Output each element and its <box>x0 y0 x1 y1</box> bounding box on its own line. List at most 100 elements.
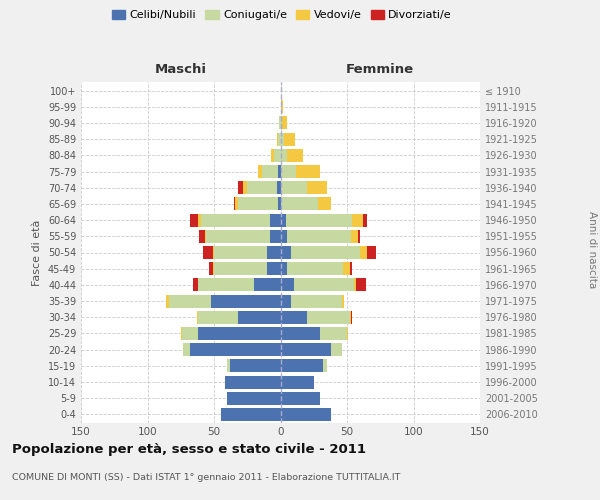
Bar <box>212 246 214 259</box>
Bar <box>351 230 358 243</box>
Bar <box>281 198 318 210</box>
Bar <box>254 278 281 291</box>
Bar <box>271 149 274 162</box>
Text: Femmine: Femmine <box>346 63 415 76</box>
Bar <box>227 360 230 372</box>
Bar <box>281 116 282 130</box>
Bar <box>230 360 281 372</box>
Bar <box>281 165 296 178</box>
Bar <box>214 262 267 275</box>
Bar <box>198 214 200 226</box>
Bar <box>270 214 281 226</box>
Bar <box>307 311 350 324</box>
Bar <box>214 246 267 259</box>
Bar <box>193 278 198 291</box>
Bar <box>277 132 278 145</box>
Bar <box>238 198 278 210</box>
Bar <box>227 392 281 404</box>
Bar <box>184 343 190 356</box>
Bar <box>262 165 278 178</box>
Bar <box>198 311 238 324</box>
Bar <box>281 149 287 162</box>
Bar <box>199 230 205 243</box>
Bar <box>281 376 314 388</box>
Bar <box>281 311 307 324</box>
Bar <box>270 230 281 243</box>
Bar <box>281 246 291 259</box>
Bar <box>281 132 284 145</box>
Bar <box>198 278 254 291</box>
Bar <box>181 327 182 340</box>
Bar <box>278 165 281 178</box>
Bar <box>238 182 243 194</box>
Bar <box>347 327 349 340</box>
Bar <box>206 230 270 243</box>
Bar <box>234 198 235 210</box>
Bar <box>190 343 281 356</box>
Bar <box>343 262 350 275</box>
Bar <box>281 230 287 243</box>
Bar <box>307 182 327 194</box>
Bar <box>350 311 351 324</box>
Bar <box>358 230 360 243</box>
Bar <box>235 198 238 210</box>
Bar <box>281 294 291 308</box>
Bar <box>281 327 320 340</box>
Y-axis label: Fasce di età: Fasce di età <box>32 220 42 286</box>
Bar <box>277 182 281 194</box>
Bar <box>267 246 281 259</box>
Bar <box>258 165 262 178</box>
Bar <box>278 132 281 145</box>
Bar <box>291 294 341 308</box>
Bar <box>351 311 352 324</box>
Bar <box>238 311 281 324</box>
Bar <box>190 214 198 226</box>
Bar <box>205 230 206 243</box>
Bar <box>203 246 212 259</box>
Bar <box>318 198 331 210</box>
Bar <box>284 132 295 145</box>
Text: Maschi: Maschi <box>155 63 207 76</box>
Bar <box>286 214 352 226</box>
Bar <box>267 262 281 275</box>
Bar <box>281 262 287 275</box>
Bar <box>367 246 376 259</box>
Bar <box>247 182 277 194</box>
Bar <box>166 294 169 308</box>
Bar <box>281 278 294 291</box>
Bar <box>331 343 341 356</box>
Bar <box>352 214 363 226</box>
Bar <box>291 246 360 259</box>
Bar <box>282 116 287 130</box>
Bar <box>287 149 303 162</box>
Text: COMUNE DI MONTI (SS) - Dati ISTAT 1° gennaio 2011 - Elaborazione TUTTITALIA.IT: COMUNE DI MONTI (SS) - Dati ISTAT 1° gen… <box>12 472 400 482</box>
Legend: Celibi/Nubili, Coniugati/e, Vedovi/e, Divorziati/e: Celibi/Nubili, Coniugati/e, Vedovi/e, Di… <box>107 6 457 25</box>
Bar <box>274 149 281 162</box>
Bar <box>320 327 347 340</box>
Bar <box>209 262 212 275</box>
Bar <box>363 214 367 226</box>
Bar <box>278 198 281 210</box>
Bar <box>197 311 198 324</box>
Bar <box>198 327 281 340</box>
Bar <box>182 327 198 340</box>
Bar <box>350 262 352 275</box>
Bar <box>287 230 351 243</box>
Bar <box>224 376 281 388</box>
Bar <box>169 294 211 308</box>
Bar <box>281 392 320 404</box>
Bar <box>341 294 344 308</box>
Bar <box>294 278 353 291</box>
Bar <box>360 246 367 259</box>
Bar <box>281 214 286 226</box>
Text: Popolazione per età, sesso e stato civile - 2011: Popolazione per età, sesso e stato civil… <box>12 442 366 456</box>
Text: Anni di nascita: Anni di nascita <box>587 212 597 288</box>
Bar <box>281 343 331 356</box>
Bar <box>356 278 365 291</box>
Bar <box>281 360 323 372</box>
Bar <box>281 408 331 421</box>
Bar <box>323 360 327 372</box>
Bar <box>221 408 281 421</box>
Bar <box>296 165 320 178</box>
Bar <box>279 116 281 130</box>
